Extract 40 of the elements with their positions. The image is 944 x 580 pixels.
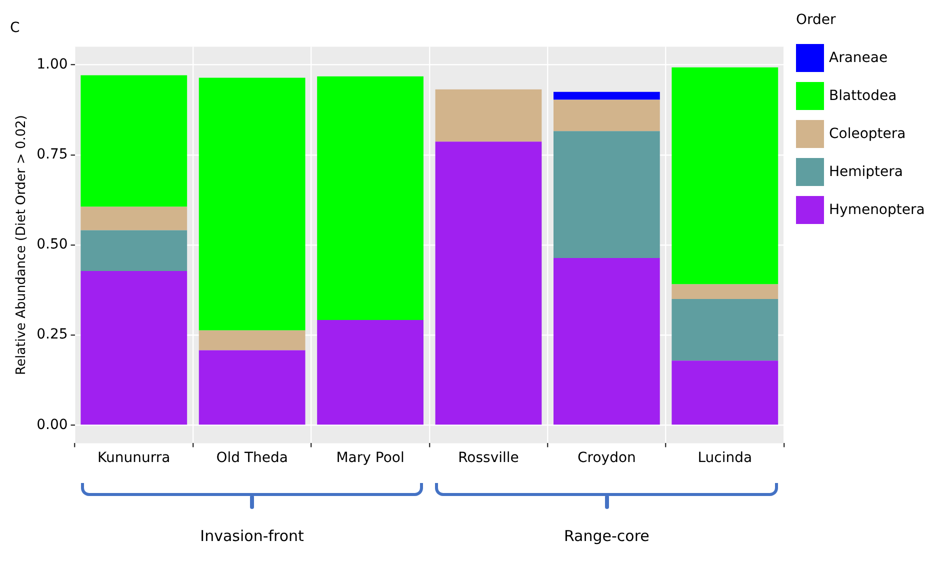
y-tick-label: 0.50 xyxy=(36,236,68,253)
legend-label: Araneae xyxy=(829,50,888,66)
x-tick-label: Old Theda xyxy=(216,450,288,466)
bar xyxy=(80,270,188,425)
legend-title: Order xyxy=(796,12,837,28)
x-tick-label: Croydon xyxy=(577,450,636,466)
y-tick-label: 1.00 xyxy=(36,56,68,72)
bar xyxy=(672,299,778,361)
text: Range-core xyxy=(562,527,650,546)
bar xyxy=(317,76,424,320)
text: Invasion-front xyxy=(199,527,305,546)
bar xyxy=(435,89,542,142)
bar xyxy=(80,75,188,207)
bar xyxy=(554,92,660,100)
legend-label: Hymenoptera xyxy=(829,202,925,218)
bar xyxy=(672,360,778,425)
y-tick-label: 0.00 xyxy=(36,416,68,433)
bar xyxy=(198,78,306,330)
y-axis-title: Relative Abundance (Diet Order > 0.02) xyxy=(14,115,30,375)
bar xyxy=(198,350,306,425)
bar xyxy=(80,230,188,271)
bar xyxy=(317,320,424,425)
y-tick-label: 0.75 xyxy=(36,146,68,163)
y-tick-label: 0.25 xyxy=(36,326,68,343)
bar xyxy=(80,206,188,230)
legend-label: Coleoptera xyxy=(829,126,906,142)
bar xyxy=(554,131,660,258)
x-tick-label: Lucinda xyxy=(698,450,752,466)
bar xyxy=(672,67,778,284)
bar xyxy=(554,100,660,132)
bar xyxy=(554,258,660,425)
bar xyxy=(672,284,778,300)
x-tick-label: Mary Pool xyxy=(336,450,404,466)
x-tick-label: Rossville xyxy=(458,450,519,466)
bar xyxy=(198,330,306,350)
x-tick-label: Kununurra xyxy=(98,450,170,466)
legend-label: Hemiptera xyxy=(829,164,903,180)
legend-label: Blattodea xyxy=(829,88,897,104)
chart-title: C xyxy=(10,20,20,36)
bar xyxy=(435,142,542,425)
